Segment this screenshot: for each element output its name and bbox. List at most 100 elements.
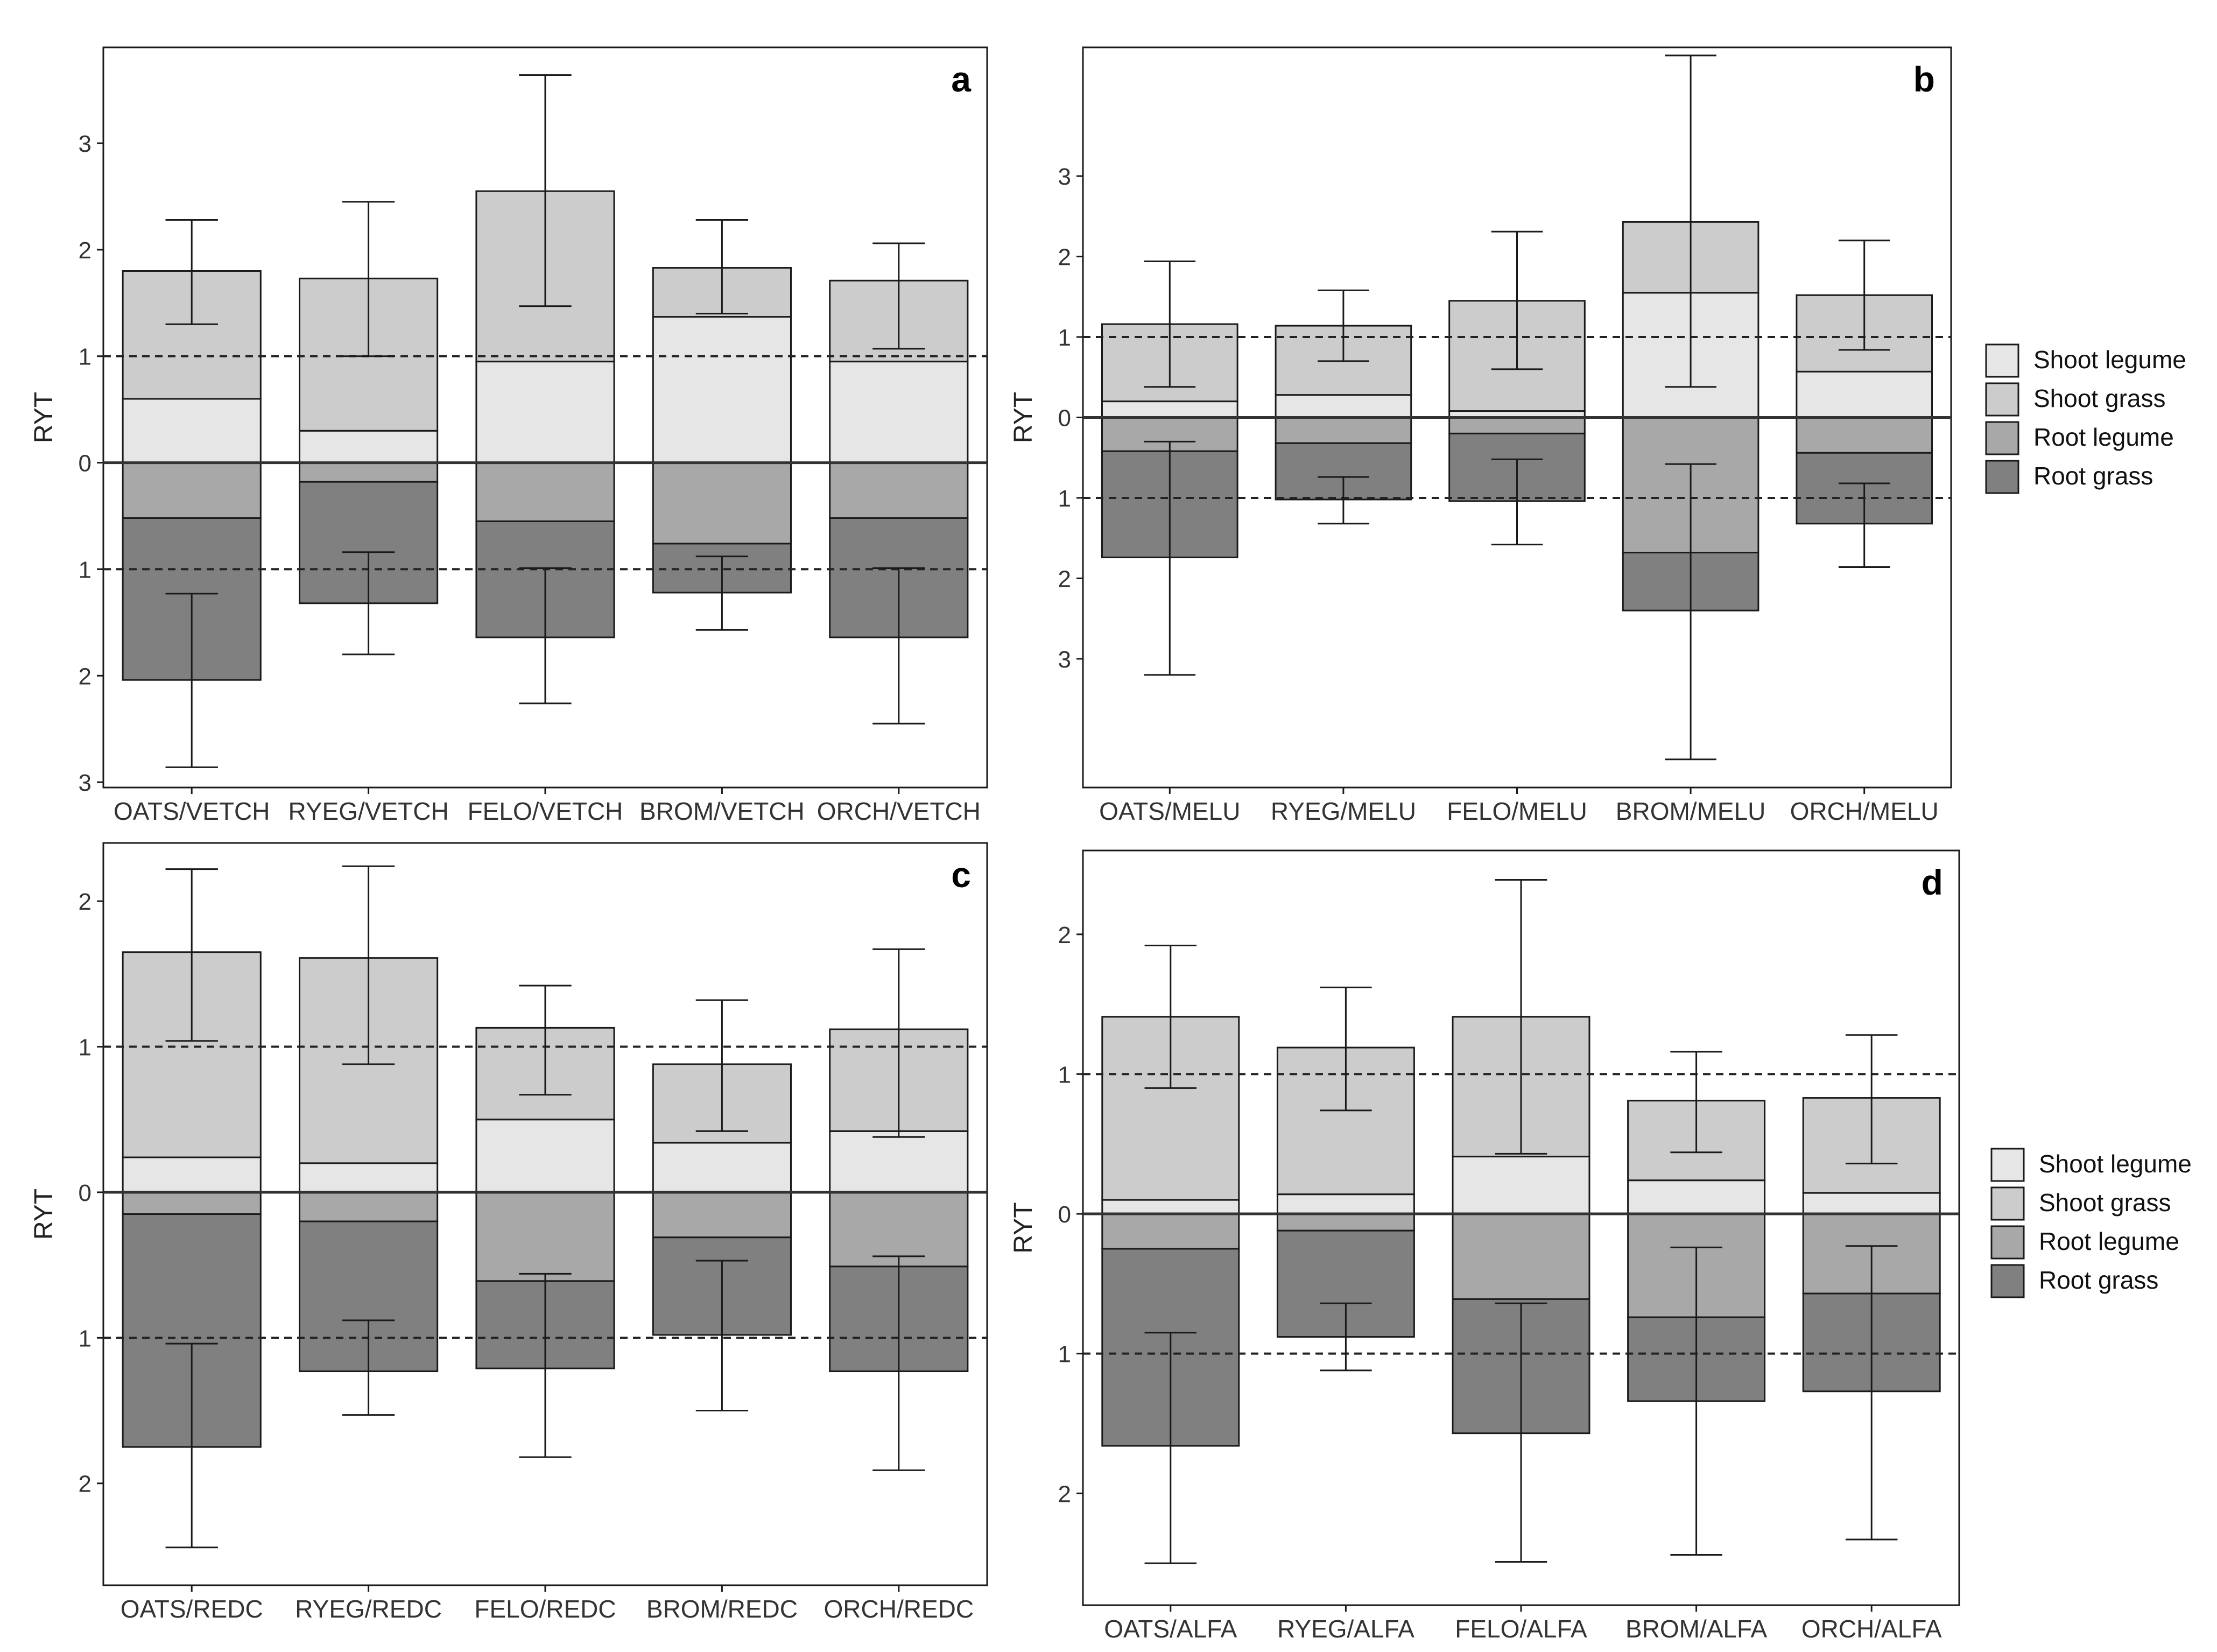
x-tick-label: OATS/ALFA: [1104, 1615, 1237, 1643]
x-tick-label: ORCH/ALFA: [1801, 1615, 1942, 1643]
bar-shoot-legume: [1802, 1192, 1941, 1215]
bar-shoot-legume: [1275, 394, 1412, 418]
panel-letter: a: [951, 59, 972, 99]
legend-label: Root legume: [2039, 1227, 2179, 1255]
x-tick-label: BROM/ALFA: [1625, 1615, 1768, 1643]
bar-root-legume: [652, 462, 792, 545]
legend: Shoot legume Shoot grass Root legume Root g…: [1990, 1148, 2192, 1298]
y-tick-label: 3: [1058, 646, 1071, 673]
bar-root-legume: [1276, 1213, 1415, 1232]
y-tick-label: 1: [79, 1035, 92, 1061]
bar-root-legume: [829, 1191, 969, 1268]
panel-letter: c: [951, 855, 971, 895]
bar-shoot-legume: [1627, 1179, 1766, 1215]
panel-a: 3 2 1 0 1 2 3 RYT OATS/VETCH RYEG/VETCH FELO/VETCH…: [30, 46, 988, 825]
bar-shoot-legume: [1452, 1156, 1590, 1215]
legend-swatch: [1985, 421, 2019, 455]
y-tick-label: 2: [1058, 1481, 1071, 1507]
x-tick-label: FELO/ALFA: [1455, 1615, 1587, 1643]
y-tick-label: 2: [79, 237, 92, 264]
bar-root-legume: [475, 462, 615, 522]
x-tick-label: BROM/MELU: [1616, 797, 1766, 825]
bar-shoot-legume: [122, 398, 262, 464]
x-tick-label: FELO/VETCH: [468, 797, 623, 825]
x-tick-label: FELO/REDC: [474, 1595, 616, 1623]
x-tick-label: OATS/REDC: [121, 1595, 263, 1623]
y-tick-label: 2: [1058, 566, 1071, 592]
panel-c: 2 1 0 1 2 RYT OATS/REDC RYEG/REDC FELO/REDC BROM/…: [30, 842, 988, 1623]
x-tick-label: FELO/MELU: [1447, 797, 1587, 825]
legend-swatch: [1990, 1186, 2025, 1221]
panel-letter: d: [1922, 862, 1943, 902]
y-axis-label: RYT: [30, 1189, 58, 1240]
legend-swatch: [1985, 382, 2019, 417]
bar-shoot-legume: [122, 1156, 262, 1193]
bar-shoot-legume: [299, 1162, 439, 1193]
x-tick-label: RYEG/ALFA: [1277, 1615, 1414, 1643]
bar-root-legume: [122, 462, 262, 519]
y-tick-label: 0: [1058, 1201, 1071, 1228]
bar-shoot-legume: [1276, 1193, 1415, 1215]
y-tick-label: 1: [1058, 1062, 1071, 1088]
y-tick-label: 0: [1058, 405, 1071, 432]
y-tick-label: 1: [79, 1325, 92, 1352]
legend-label: Root grass: [2039, 1266, 2158, 1294]
y-tick-label: 2: [1058, 922, 1071, 948]
y-tick-label: 3: [1058, 164, 1071, 190]
legend-swatch: [1990, 1264, 2025, 1298]
y-tick-label: 1: [79, 344, 92, 370]
legend-label: Shoot legume: [2033, 346, 2186, 374]
bar-root-legume: [475, 1191, 615, 1282]
bar-shoot-legume: [652, 1142, 792, 1193]
y-tick-label: 2: [79, 663, 92, 690]
x-tick-label: OATS/VETCH: [114, 797, 270, 825]
legend-swatch: [1990, 1148, 2025, 1182]
legend-label: Shoot grass: [2033, 384, 2165, 412]
bar-root-legume: [1796, 417, 1933, 454]
y-tick-label: 0: [79, 451, 92, 477]
bar-shoot-legume: [652, 316, 792, 464]
y-tick-label: 3: [79, 131, 92, 157]
x-tick-label: OATS/MELU: [1099, 797, 1240, 825]
legend-label: Shoot grass: [2039, 1189, 2171, 1217]
x-tick-label: RYEG/VETCH: [288, 797, 448, 825]
legend-label: Root legume: [2033, 423, 2174, 451]
bar-shoot-legume: [475, 1119, 615, 1193]
panel-letter: b: [1913, 59, 1935, 99]
x-tick-label: ORCH/VETCH: [817, 797, 981, 825]
legend-label: Shoot legume: [2039, 1150, 2192, 1178]
y-tick-label: 1: [1058, 486, 1071, 512]
bar-shoot-legume: [1101, 1199, 1240, 1215]
y-axis-label: RYT: [30, 392, 58, 443]
y-axis-label: RYT: [1009, 392, 1038, 443]
bar-shoot-legume: [829, 361, 969, 464]
y-tick-label: 2: [79, 889, 92, 915]
legend-label: Root grass: [2033, 462, 2153, 490]
legend-swatch: [1985, 460, 2019, 494]
bar-shoot-legume: [829, 1130, 969, 1193]
y-tick-label: 0: [79, 1180, 92, 1206]
bar-root-legume: [652, 1191, 792, 1239]
bar-root-legume: [1275, 417, 1412, 444]
bar-root-legume: [1452, 1213, 1590, 1300]
bar-shoot-legume: [299, 430, 439, 464]
panel-b: 3 2 1 0 1 2 3 RYT OATS/MELU RYEG/MELU FELO/MELU BRO…: [1009, 46, 2186, 825]
y-tick-label: 1: [1058, 325, 1071, 351]
bar-root-legume: [1101, 1213, 1240, 1250]
bar-shoot-legume: [1796, 370, 1933, 418]
legend: Shoot legume Shoot grass Root legume Root g…: [1985, 343, 2186, 494]
x-tick-label: RYEG/REDC: [295, 1595, 442, 1623]
y-tick-label: 2: [1058, 244, 1071, 271]
y-tick-label: 2: [79, 1471, 92, 1498]
bar-shoot-legume: [1101, 400, 1238, 419]
y-tick-label: 1: [79, 557, 92, 583]
bar-root-legume: [299, 462, 439, 483]
bar-root-legume: [122, 1191, 262, 1215]
x-tick-label: ORCH/REDC: [824, 1595, 974, 1623]
bar-shoot-legume: [475, 361, 615, 464]
bar-root-legume: [299, 1191, 439, 1222]
y-tick-label: 1: [1058, 1341, 1071, 1368]
bar-root-legume: [829, 462, 969, 519]
x-tick-label: RYEG/MELU: [1271, 797, 1416, 825]
